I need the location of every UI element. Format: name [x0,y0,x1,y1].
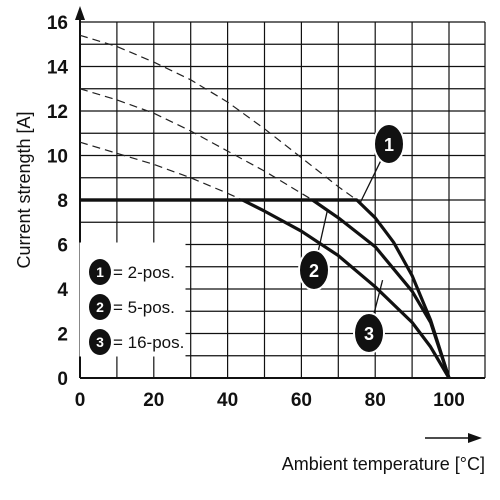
series-3-dashed-line [79,141,243,201]
y-tick-label: 2 [57,325,68,346]
legend-entry-1: = 2-pos. [113,263,175,282]
y-tick-label: 12 [47,102,68,123]
x-tick-label: 20 [143,390,164,411]
series-2-solid-line [311,198,451,379]
y-tick-label: 6 [57,236,68,257]
x-axis-arrow [468,433,482,443]
y-axis-title: Current strength [A] [14,111,34,268]
y-tick-label: 4 [57,280,68,301]
legend-badge-3-label: 3 [96,334,104,350]
y-tick-label: 0 [57,369,68,390]
series-3-solid-line [241,198,451,379]
legend: 1 = 2-pos. 2 = 5-pos. 3 = 16-pos. [79,242,186,357]
y-tick-label: 16 [47,13,68,34]
y-tick-label: 10 [47,147,68,168]
x-tick-label: 60 [291,390,312,411]
legend-badge-3 [89,329,111,355]
legend-badge-1-label: 1 [96,264,104,280]
x-axis-title: Ambient temperature [°C] [282,454,485,474]
callout-1-badge [373,123,405,165]
callout-2-badge [298,249,330,291]
callout-3-badge-label: 3 [364,324,374,344]
y-axis-arrow [75,6,85,20]
x-tick-label: 40 [217,390,238,411]
callout-3-badge [353,312,385,354]
x-tick-label: 0 [75,390,86,411]
callouts: 1 2 3 [298,123,405,354]
legend-badge-2-label: 2 [96,299,104,315]
series-1-dashed-line [79,34,358,201]
legend-badge-1 [89,259,111,285]
callout-2-badge-label: 2 [309,261,319,281]
legend-entry-3: = 16-pos. [113,333,184,352]
x-tick-label: 100 [433,390,465,411]
legend-entry-2: = 5-pos. [113,298,175,317]
callout-1-badge-label: 1 [384,135,394,155]
series-layer [79,34,451,379]
legend-badge-2 [89,294,111,320]
y-tick-label: 8 [57,191,68,212]
x-tick-label: 80 [365,390,386,411]
series-2-dashed-line [79,88,313,201]
y-tick-label: 14 [47,58,69,79]
